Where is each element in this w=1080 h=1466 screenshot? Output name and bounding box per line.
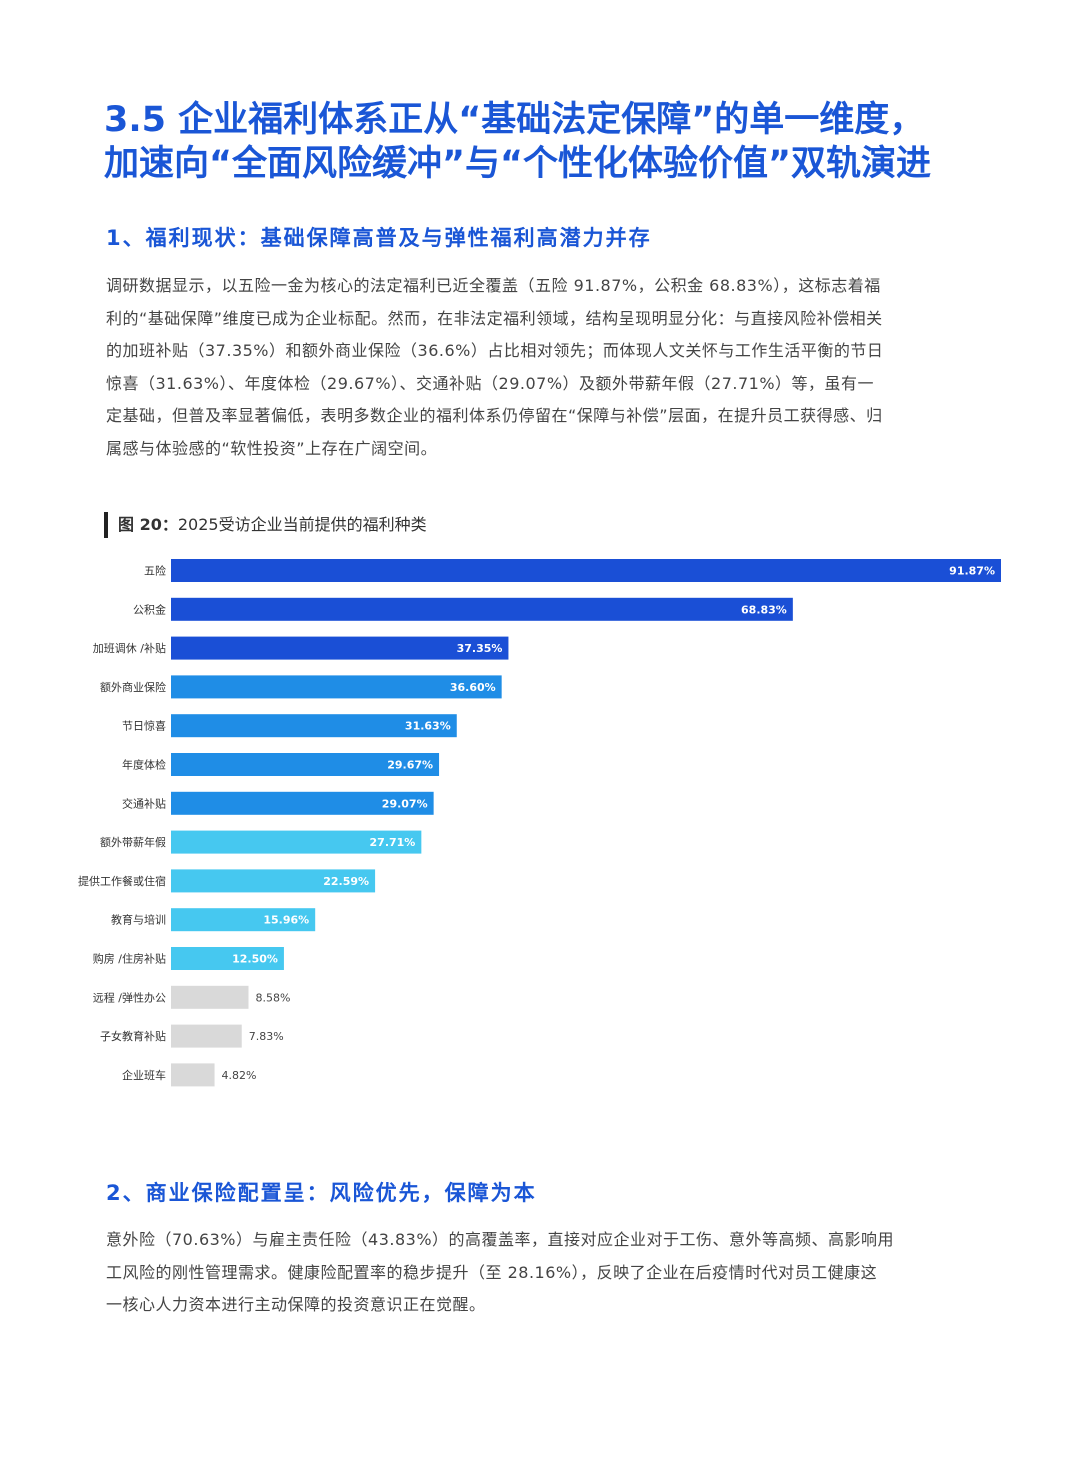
section-2-paragraph: 意外险（70.63%）与雇主责任险（43.83%）的高覆盖率，直接对应企业对于工… [106, 1224, 978, 1322]
paragraph-line: 的加班补贴（37.35%）和额外商业保险（36.6%）占比相对领先；而体现人文关… [106, 341, 884, 361]
value-label: 68.83% [741, 603, 787, 616]
value-label: 29.07% [382, 797, 428, 810]
category-label: 交通补贴 [122, 796, 166, 810]
bar [171, 636, 509, 660]
value-label: 15.96% [263, 914, 309, 927]
category-label: 额外带薪年假 [100, 835, 166, 849]
value-label: 29.67% [387, 759, 433, 772]
value-label: 31.63% [405, 720, 451, 733]
value-label: 4.82% [222, 1069, 257, 1082]
bar [171, 597, 793, 621]
paragraph-line: 惊喜（31.63%）、年度体检（29.67%）、交通补贴（29.07%）及额外带… [106, 373, 875, 393]
category-label: 五险 [144, 564, 166, 578]
paragraph-line: 利的“基础保障”维度已成为企业标配。然而，在非法定福利领域，结构呈现明显分化：与… [106, 308, 883, 328]
paragraph-line: 工风险的刚性管理需求。健康险配置率的稳步提升（至 28.16%），反映了企业在后… [106, 1262, 878, 1282]
value-label: 8.58% [256, 991, 291, 1004]
bar [171, 830, 422, 854]
value-label: 91.87% [949, 565, 995, 578]
benefits-bar-chart: 五险 91.87% 公积金 68.83% 加班调休 /补贴 37.35% 额外商业保险 36.… [78, 559, 1001, 1087]
bar [171, 675, 502, 699]
category-label: 子女教育补贴 [100, 1029, 166, 1043]
category-label: 公积金 [133, 602, 166, 616]
section-2-heading: 2、商业保险配置呈：风险优先，保障为本 [106, 1181, 537, 1205]
page-title-line-2: 加速向“全面风险缓冲”与“个性化体验价值”双轨演进 [104, 144, 932, 184]
bar [171, 1024, 242, 1048]
bar [171, 714, 457, 738]
category-label: 远程 /弹性办公 [93, 990, 166, 1004]
value-label: 37.35% [457, 642, 503, 655]
paragraph-line: 定基础，但普及率显著偏低，表明多数企业的福利体系仍停留在“保障与补偿”层面，在提… [106, 406, 883, 426]
paragraph-line: 属感与体验感的“软性投资”上存在广阔空间。 [106, 438, 438, 458]
value-label: 7.83% [249, 1030, 284, 1043]
bar [171, 869, 376, 893]
category-label: 加班调休 /补贴 [93, 641, 166, 655]
paragraph-line: 一核心人力资本进行主动保障的投资意识正在觉醒。 [106, 1295, 486, 1315]
figure-caption: 图 20：2025受访企业当前提供的福利种类 [104, 512, 427, 538]
bar [171, 753, 440, 776]
bar [171, 559, 1001, 582]
category-label: 年度体检 [122, 758, 166, 772]
category-label: 购房 /住房补贴 [93, 952, 166, 966]
bar [171, 985, 249, 1009]
figure-number: 图 20： [118, 515, 178, 534]
category-label: 额外商业保险 [100, 680, 166, 694]
bar [171, 947, 284, 970]
section-1-heading: 1、福利现状：基础保障高普及与弹性福利高潜力并存 [106, 226, 652, 250]
category-label: 提供工作餐或住宿 [78, 874, 166, 888]
section-1-paragraph: 调研数据显示，以五险一金为核心的法定福利已近全覆盖（五险 91.87%，公积金 … [106, 270, 978, 466]
category-label: 企业班车 [122, 1068, 166, 1082]
paragraph-line: 意外险（70.63%）与雇主责任险（43.83%）的高覆盖率，直接对应企业对于工… [106, 1230, 895, 1249]
bar [171, 1063, 215, 1087]
value-label: 22.59% [323, 875, 369, 888]
value-label: 27.71% [370, 836, 416, 849]
page-title: 3.5 企业福利体系正从“基础法定保障”的单一维度， 加速向“全面风险缓冲”与“… [104, 98, 1004, 186]
figure-caption-text: 2025受访企业当前提供的福利种类 [177, 515, 427, 534]
page-title-line-1: 3.5 企业福利体系正从“基础法定保障”的单一维度， [104, 100, 925, 140]
category-label: 教育与培训 [111, 913, 166, 927]
bar [171, 791, 434, 815]
value-label: 12.50% [232, 953, 278, 966]
category-label: 节日惊喜 [122, 719, 166, 733]
value-label: 36.60% [450, 681, 496, 694]
bar [171, 908, 316, 932]
paragraph-line: 调研数据显示，以五险一金为核心的法定福利已近全覆盖（五险 91.87%，公积金 … [106, 276, 881, 295]
